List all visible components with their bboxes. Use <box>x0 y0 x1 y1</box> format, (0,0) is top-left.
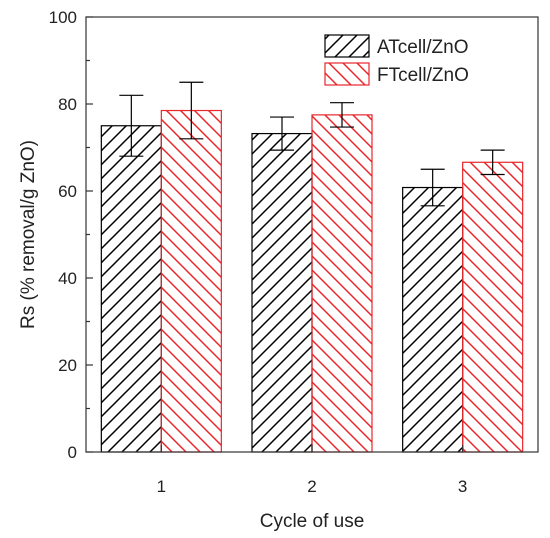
bar-series-1 <box>251 132 313 453</box>
x-tick-label: 2 <box>307 477 316 496</box>
y-axis-title: Rs (% removal/g ZnO) <box>18 140 39 329</box>
legend-swatch <box>324 34 370 58</box>
y-tick-label: 100 <box>49 8 77 27</box>
error-bars-layer <box>119 81 505 207</box>
legend-swatch <box>324 62 370 86</box>
y-tick-label: 40 <box>58 269 77 288</box>
x-axis-title: Cycle of use <box>260 511 365 532</box>
bar-series-2 <box>462 161 524 453</box>
x-tick-label: 3 <box>458 477 467 496</box>
y-tick-label: 80 <box>58 95 77 114</box>
bars-layer <box>100 109 524 453</box>
bar-series-1 <box>100 125 162 453</box>
y-tick-label: 0 <box>68 443 77 462</box>
x-tick-label: 1 <box>157 477 166 496</box>
y-tick-label: 60 <box>58 182 77 201</box>
legend-label: FTcell/ZnO <box>377 65 469 86</box>
y-axis: 0 20 40 60 80 100 <box>49 8 93 462</box>
bar-series-2 <box>160 109 222 453</box>
legend: ATcell/ZnO FTcell/ZnO <box>324 34 469 86</box>
legend-label: ATcell/ZnO <box>377 37 469 58</box>
bar-series-2 <box>311 114 373 453</box>
bar-series-1 <box>402 186 464 453</box>
y-tick-label: 20 <box>58 356 77 375</box>
x-axis: 1 2 3 <box>157 445 467 496</box>
